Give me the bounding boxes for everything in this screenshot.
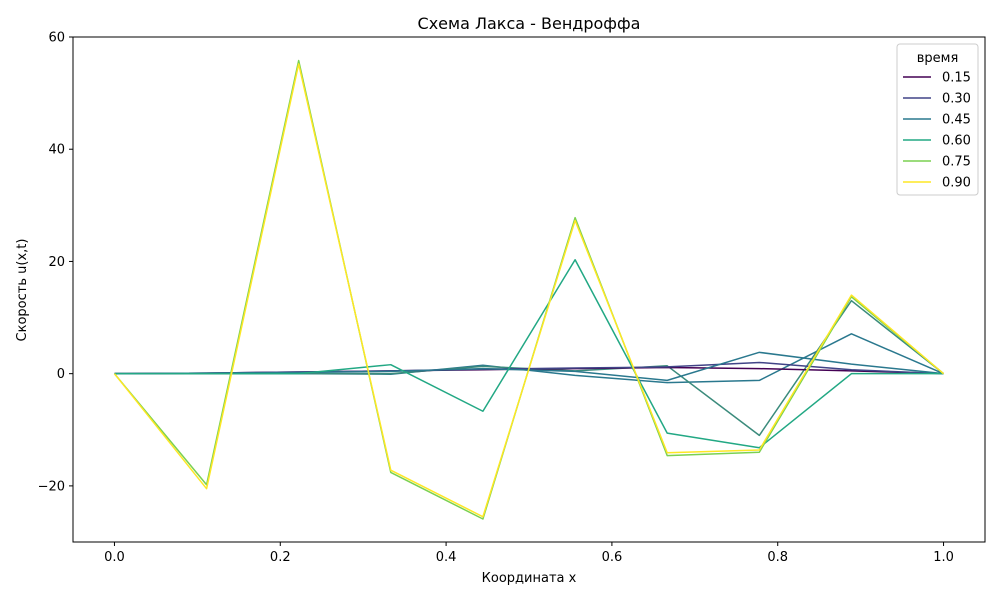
legend-label-0.45: 0.45	[942, 113, 971, 128]
plot-frame	[72, 36, 986, 543]
legend-label-0.75: 0.75	[942, 155, 971, 170]
legend-box	[896, 43, 979, 196]
x-axis-label: Координата x	[482, 571, 577, 586]
y-tick-label: 40	[48, 143, 65, 158]
y-axis-label: Скорость u(x,t)	[15, 239, 30, 342]
x-tick-label: 0.4	[436, 550, 457, 565]
legend-label-0.15: 0.15	[942, 71, 971, 86]
y-tick-label: 60	[48, 31, 65, 46]
legend: время 0.15 0.30 0.45 0.60 0.75 0.90	[896, 43, 979, 196]
legend-label-0.90: 0.90	[942, 176, 971, 191]
series-group	[113, 59, 945, 520]
legend-label-0.60: 0.60	[942, 134, 971, 149]
y-tick-label: −20	[38, 479, 65, 494]
x-tick-label: 0.6	[602, 550, 623, 565]
axes-group: 0.0 0.2 0.4 0.6 0.8 1.0 −20 0 20 40 60	[38, 31, 986, 565]
x-tick-label: 0.0	[104, 550, 125, 565]
y-tick-label: 0	[57, 367, 65, 382]
x-tick-label: 1.0	[933, 550, 954, 565]
x-tick-label: 0.2	[270, 550, 291, 565]
y-tick-label: 20	[48, 255, 65, 270]
x-tick-label: 0.8	[767, 550, 788, 565]
legend-title: время	[917, 51, 959, 66]
series-line-0.90	[113, 63, 945, 518]
chart-title: Схема Лакса - Вендроффа	[418, 14, 641, 33]
plot-area	[73, 37, 985, 542]
series-line-0.60	[114, 259, 944, 449]
legend-label-0.30: 0.30	[942, 92, 971, 107]
